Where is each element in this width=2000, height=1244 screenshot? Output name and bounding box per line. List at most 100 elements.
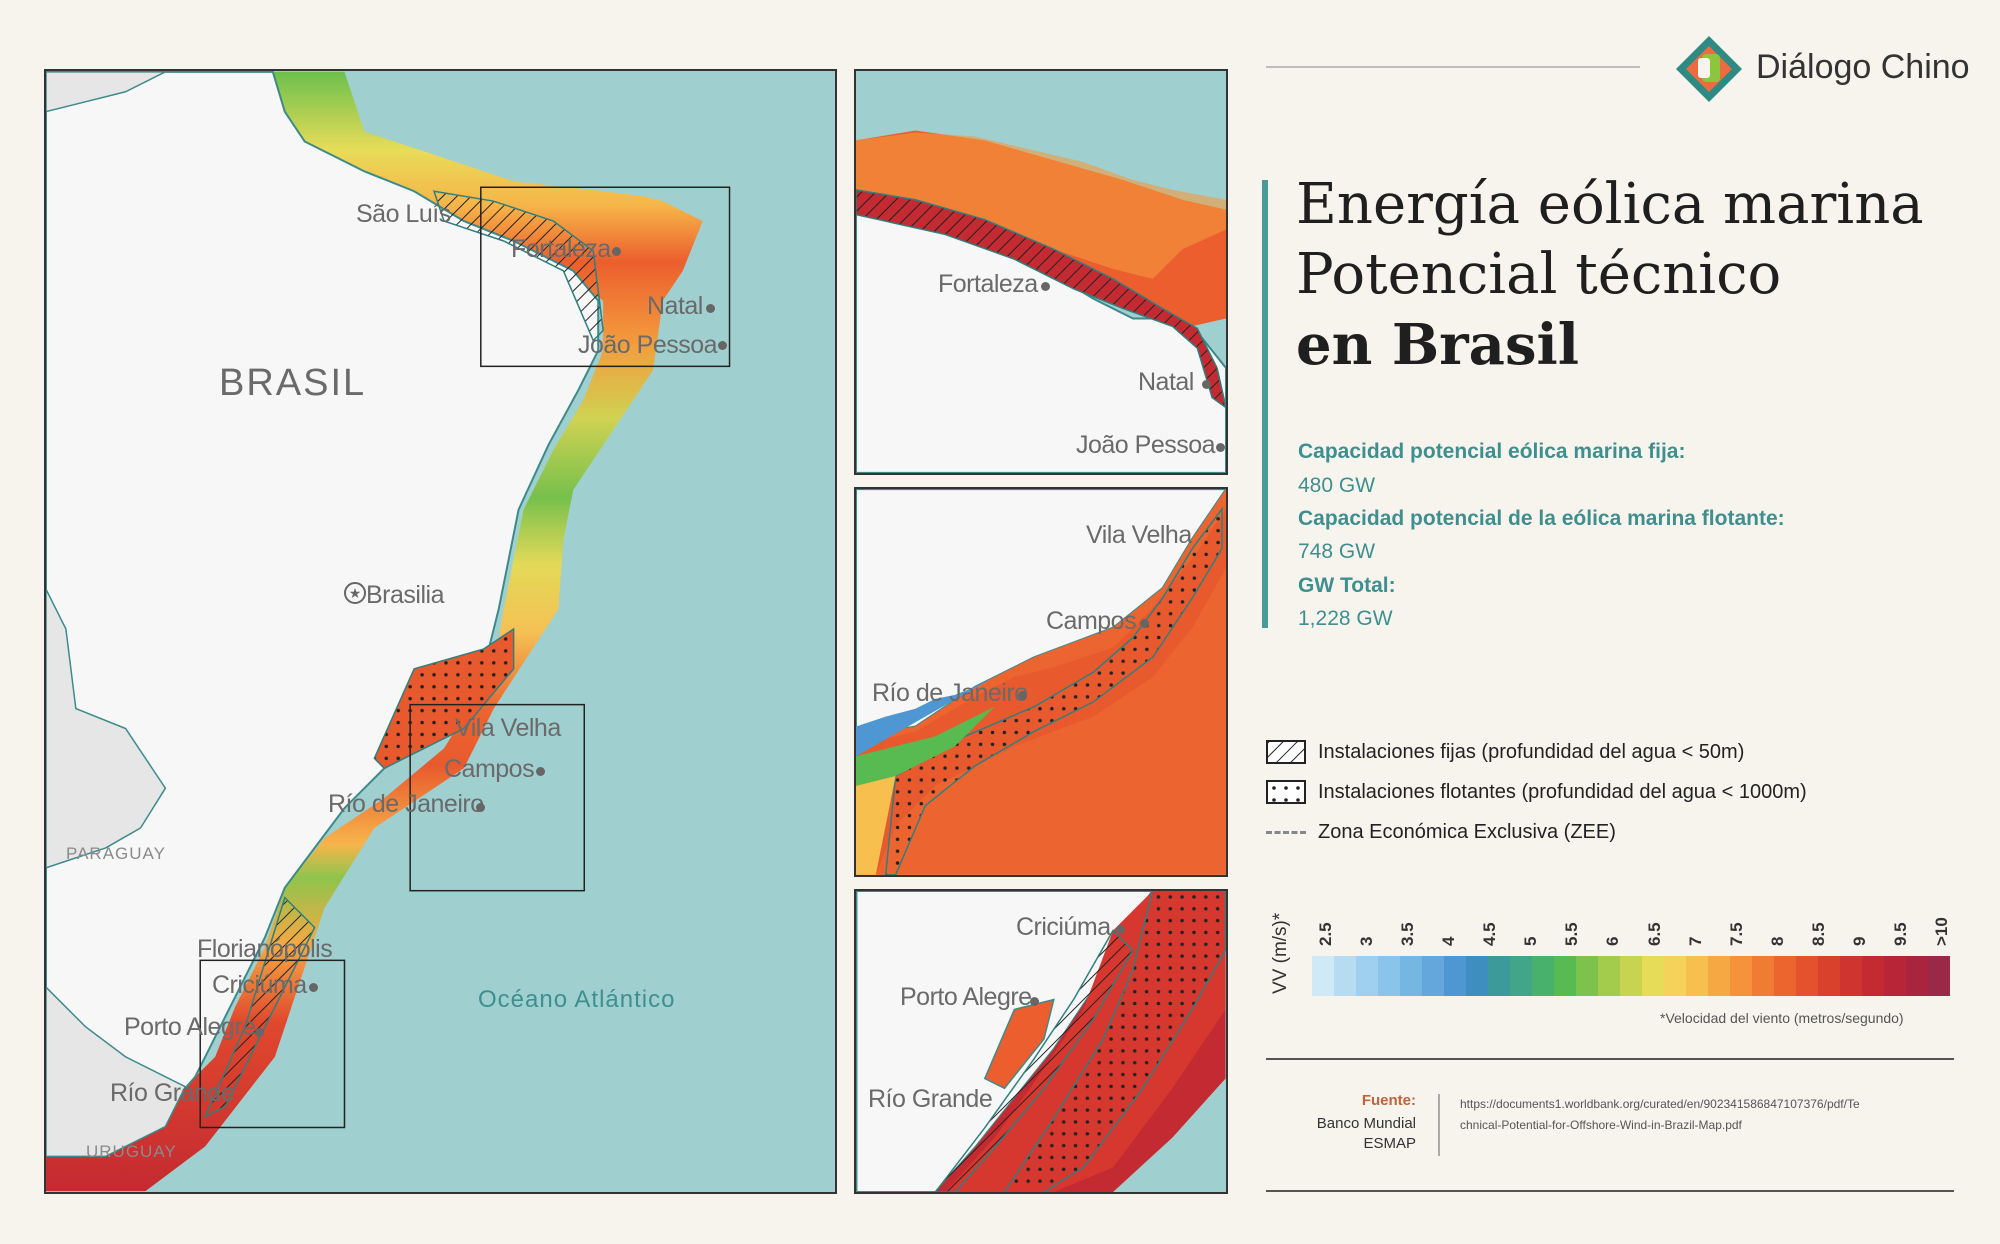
stat-value-floating: 748 GW (1298, 540, 1376, 563)
color-bar-segment (1752, 956, 1774, 996)
scale-tick-label: 7 (1685, 936, 1705, 946)
color-bar-segment (1884, 956, 1906, 996)
color-bar-segment (1840, 956, 1862, 996)
color-bar-segment (1730, 956, 1752, 996)
title-line-3: en Brasil (1296, 312, 1580, 378)
city-label: Fortaleza (511, 235, 611, 263)
city-label: Fortaleza (938, 270, 1038, 298)
country-label: BRASIL (219, 362, 367, 404)
title-line-1: Energía eólica marina (1296, 172, 1924, 237)
scale-tick-label: 7.5 (1726, 922, 1746, 946)
city-dot (1216, 443, 1225, 452)
city-label: Natal (647, 292, 703, 320)
city-dot (536, 767, 545, 776)
city-label: Florianópolis (197, 935, 333, 963)
scale-tick-label: 3.5 (1398, 922, 1418, 946)
scale-tick-label: >10 (1932, 917, 1951, 946)
color-bar-segment (1488, 956, 1510, 996)
title-line-2: Potencial técnico (1296, 242, 1782, 307)
capital-star-icon: ★ (344, 582, 366, 604)
inset-southeast-graphic (856, 489, 1226, 875)
inset-south-graphic (856, 891, 1226, 1192)
city-label: Vila Velha (455, 714, 561, 742)
city-label: Río de Janeiro (328, 790, 484, 818)
scale-tick-label: 2.5 (1316, 922, 1335, 946)
legend-floating-label: Instalaciones flotantes (profundidad del… (1318, 781, 1807, 803)
hatch-swatch-icon (1266, 740, 1306, 764)
city-label: João Pessoa (1076, 431, 1216, 459)
inset-map-southeast: Vila Velha Campos Río de Janeiro (854, 487, 1228, 877)
city-dot (1041, 282, 1050, 291)
city-dot (476, 803, 485, 812)
main-map-graphic (46, 71, 731, 1192)
color-bar-segment (1796, 956, 1818, 996)
neighbor-uruguay: URUGUAY (86, 1142, 177, 1161)
stat-value-total: 1,228 GW (1298, 607, 1393, 630)
city-label: São Luís (356, 200, 451, 228)
divider-top (1266, 1058, 1954, 1060)
dots-swatch-icon (1266, 780, 1306, 804)
city-dot (612, 247, 621, 256)
color-bar-segment (1686, 956, 1708, 996)
color-bar-segment (1422, 956, 1444, 996)
city-label: Porto Alegre (124, 1013, 256, 1041)
color-bar-segment (1598, 956, 1620, 996)
brand-name: Diálogo Chino (1756, 48, 1970, 86)
city-label: Campos (1046, 607, 1137, 635)
city-label: Natal (1138, 368, 1194, 396)
city-label: João Pessoa (578, 331, 718, 359)
legend-fixed-label: Instalaciones fijas (profundidad del agu… (1318, 741, 1745, 763)
city-label: Río de Janeiro (872, 679, 1028, 707)
color-bar-segment (1378, 956, 1400, 996)
city-label: Criciúma (1016, 913, 1111, 941)
city-label: Vila Velha (1086, 521, 1192, 549)
scale-tick-label: 4 (1439, 936, 1459, 946)
dashed-line-icon (1266, 831, 1306, 834)
inset-map-north: Fortaleza Natal João Pessoa (854, 69, 1228, 475)
wind-speed-color-bar (1312, 956, 1950, 996)
source-label: Fuente: (1361, 1092, 1416, 1109)
color-bar-segment (1774, 956, 1796, 996)
color-bar-segment (1708, 956, 1730, 996)
color-bar-segment (1400, 956, 1422, 996)
city-dot (1018, 691, 1027, 700)
color-bar-segment (1906, 956, 1928, 996)
neighbor-paraguay: PARAGUAY (66, 844, 166, 863)
color-bar-segment (1554, 956, 1576, 996)
color-bar-segment (1664, 956, 1686, 996)
color-bar-segment (1928, 956, 1950, 996)
city-dot (1140, 619, 1149, 628)
stat-value-fixed: 480 GW (1298, 474, 1376, 497)
scale-tick-label: 3 (1357, 936, 1377, 946)
scale-tick-label: 9.5 (1890, 922, 1910, 946)
scale-tick-label: 6 (1603, 936, 1623, 946)
title-accent-bar (1262, 180, 1268, 628)
source-org: Banco Mundial ESMAP (1316, 1115, 1416, 1152)
city-dot (706, 304, 715, 313)
city-dot (718, 341, 727, 350)
source-separator (1438, 1094, 1440, 1156)
city-label: Río Grande (868, 1085, 993, 1113)
color-bar-segment (1466, 956, 1488, 996)
city-label: Porto Alegre (900, 983, 1032, 1011)
color-bar-segment (1642, 956, 1664, 996)
color-bar-segment (1862, 956, 1884, 996)
inset-north-graphic (856, 130, 1226, 473)
scale-tick-label: 8 (1767, 936, 1787, 946)
scale-tick-label: 5 (1521, 936, 1541, 946)
color-bar-segment (1312, 956, 1334, 996)
source-url: https://documents1.worldbank.org/curated… (1460, 1097, 1860, 1132)
scale-footnote: *Velocidad del viento (metros/segundo) (1660, 1010, 1904, 1026)
city-dot (1030, 997, 1039, 1006)
scale-tick-label: 6.5 (1644, 922, 1664, 946)
city-dot (1116, 925, 1125, 934)
stat-label-floating: Capacidad potencial de la eólica marina … (1298, 507, 1785, 530)
color-bar-segment (1576, 956, 1598, 996)
scale-tick-label: 8.5 (1808, 922, 1828, 946)
color-bar-segment (1532, 956, 1554, 996)
city-label: Río Grande (110, 1079, 235, 1107)
inset-map-south: Criciúma Porto Alegre Río Grande (854, 889, 1228, 1194)
stat-label-total: GW Total: (1298, 574, 1396, 597)
dialogo-chino-logo-icon (1676, 36, 1742, 102)
city-label: Campos (444, 755, 535, 783)
